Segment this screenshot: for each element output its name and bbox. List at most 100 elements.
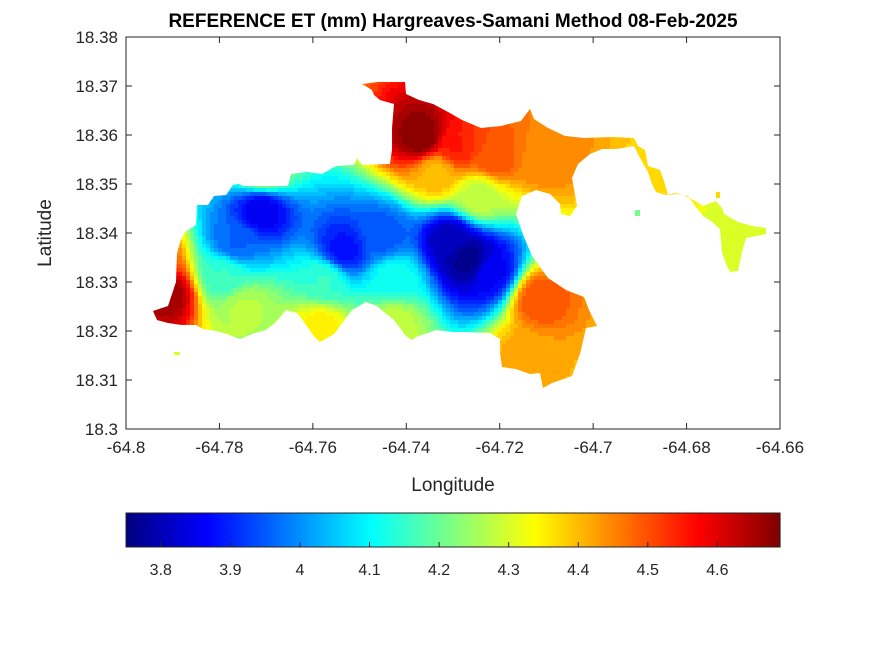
field-cell: [534, 128, 539, 133]
field-cell: [518, 168, 523, 173]
field-cell: [426, 160, 431, 165]
field-cell: [514, 176, 519, 181]
field-cell: [470, 144, 475, 149]
field-cell: [402, 184, 407, 189]
field-cell: [454, 132, 459, 137]
field-cell: [462, 120, 467, 125]
field-cell: [530, 160, 535, 165]
field-cell: [418, 164, 423, 169]
field-cell: [514, 192, 519, 197]
field-cell: [430, 172, 435, 177]
field-cell: [410, 180, 415, 185]
field-cell: [630, 140, 635, 145]
field-cell: [442, 144, 447, 149]
field-cell: [586, 144, 591, 149]
field-cell: [542, 180, 547, 185]
field-cell: [514, 120, 519, 125]
field-cell: [402, 144, 407, 149]
field-cell: [334, 204, 339, 209]
field-cell: [430, 180, 435, 185]
field-cell: [386, 200, 391, 205]
field-cell: [378, 92, 383, 97]
field-cell: [418, 204, 423, 209]
field-cell: [486, 172, 491, 177]
field-cell: [558, 148, 563, 153]
field-cell: [390, 140, 395, 145]
field-cell: [294, 208, 299, 213]
field-cell: [458, 168, 463, 173]
field-cell: [406, 108, 411, 113]
field-cell: [522, 172, 527, 177]
field-cell: [386, 164, 391, 169]
field-cell: [330, 168, 335, 173]
field-cell: [270, 204, 275, 209]
field-cell: [546, 160, 551, 165]
field-cell: [402, 172, 407, 177]
field-cell: [554, 160, 559, 165]
field-cell: [414, 108, 419, 113]
field-cell: [390, 164, 395, 169]
field-cell: [474, 204, 479, 209]
field-cell: [426, 144, 431, 149]
field-cell: [350, 188, 355, 193]
field-cell: [250, 192, 255, 197]
field-cell: [610, 140, 615, 145]
field-cell: [542, 164, 547, 169]
field-cell: [482, 168, 487, 173]
field-cell: [522, 152, 527, 157]
field-cell: [250, 184, 255, 189]
field-cell: [430, 168, 435, 173]
field-cell: [370, 82, 375, 85]
field-cell: [406, 204, 411, 209]
field-cell: [538, 144, 543, 149]
field-cell: [374, 168, 379, 173]
field-cell: [438, 172, 443, 177]
field-cell: [450, 196, 455, 201]
field-cell: [422, 116, 427, 121]
field-cell: [382, 92, 387, 97]
field-cell: [490, 172, 495, 177]
field-cell: [350, 180, 355, 185]
field-cell: [510, 124, 515, 129]
field-cell: [446, 164, 451, 169]
field-cell: [258, 204, 263, 209]
field-cell: [226, 196, 231, 201]
field-cell: [218, 196, 223, 201]
field-cell: [210, 200, 215, 205]
field-cell: [450, 124, 455, 129]
field-cell: [514, 152, 519, 157]
field-cell: [434, 124, 439, 129]
field-cell: [466, 128, 471, 133]
field-cell: [590, 140, 595, 145]
field-cell: [394, 164, 399, 169]
field-cell: [446, 144, 451, 149]
field-cell: [506, 132, 511, 137]
field-cell: [422, 132, 427, 137]
field-cell: [422, 184, 427, 189]
field-cell: [402, 100, 407, 105]
field-cell: [518, 144, 523, 149]
field-cell: [330, 188, 335, 193]
field-cell: [394, 104, 399, 109]
field-cell: [250, 204, 255, 209]
field-cell: [714, 200, 719, 205]
field-cell: [470, 168, 475, 173]
field-cell: [566, 164, 571, 169]
field-cell: [422, 156, 427, 161]
field-cell: [566, 204, 571, 209]
field-cell: [542, 176, 547, 181]
field-cell: [486, 152, 491, 157]
field-cell: [458, 200, 463, 205]
field-cell: [278, 192, 283, 197]
field-cell: [258, 200, 263, 205]
field-cell: [322, 184, 327, 189]
field-cell: [394, 200, 399, 205]
field-cell: [398, 152, 403, 157]
field-cell: [566, 192, 571, 197]
field-cell: [558, 204, 563, 209]
field-cell: [554, 168, 559, 173]
field-cell: [242, 192, 247, 197]
field-cell: [514, 180, 519, 185]
field-cell: [406, 148, 411, 153]
field-cell: [526, 176, 531, 181]
